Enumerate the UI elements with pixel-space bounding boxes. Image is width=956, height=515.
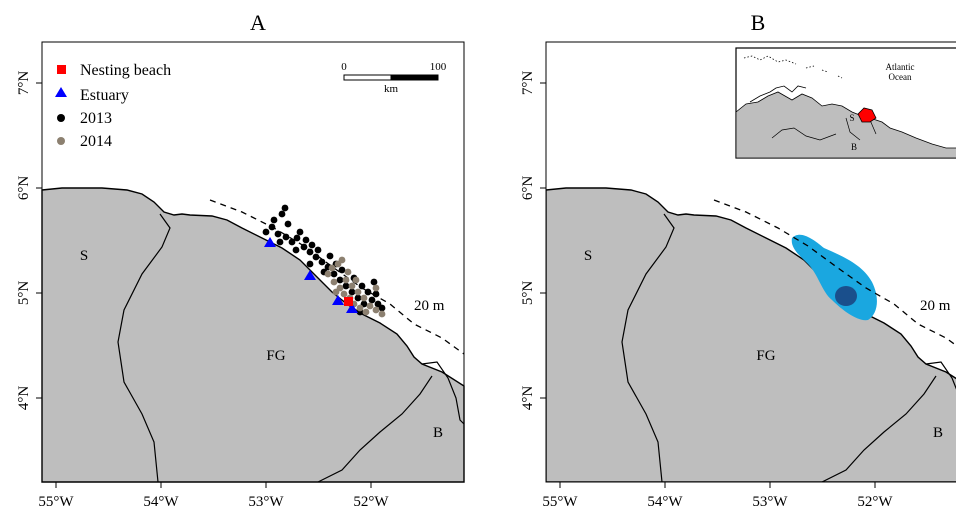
panel-a-label-20m: 20 m xyxy=(414,298,445,314)
panel-b-label-fg: FG xyxy=(756,348,775,364)
panel-a-xtick-52w: 52°W xyxy=(353,494,389,510)
legend-nesting-beach-marker xyxy=(57,65,66,74)
inset-label-b: B xyxy=(851,142,857,152)
inset-central-america xyxy=(749,85,807,103)
panel-b-inset-map: Atlantic Ocean S B xyxy=(735,47,956,159)
panel-a-points-2014 xyxy=(324,256,386,318)
panel-a: A xyxy=(16,10,465,510)
panel-a-legend: Nesting beach Estuary 2013 2014 xyxy=(55,62,171,150)
panel-a-label-s: S xyxy=(80,248,88,264)
panel-a-nesting-beach xyxy=(344,297,353,306)
panel-b-xtick-53w: 53°W xyxy=(752,494,788,510)
scalebar-min: 0 xyxy=(341,61,347,73)
panel-b-ytick-6n: 6°N xyxy=(520,176,536,200)
panel-a-label-fg: FG xyxy=(266,348,285,364)
panel-a-xtick-55w: 55°W xyxy=(38,494,74,510)
panel-b-land xyxy=(546,187,956,482)
panel-a-ytick-5n: 5°N xyxy=(16,281,32,305)
panel-b-coast-brazil xyxy=(925,361,956,390)
panel-b-ytick-7n: 7°N xyxy=(520,71,536,95)
panel-a-estuaries xyxy=(264,237,358,313)
panel-b-density-core xyxy=(835,286,857,306)
scalebar-white xyxy=(343,74,392,81)
panel-a-xtick-53w: 53°W xyxy=(248,494,284,510)
panel-a-title: A xyxy=(250,10,266,35)
panel-b-ytick-5n: 5°N xyxy=(520,281,536,305)
panel-a-xtick-54w: 54°W xyxy=(143,494,179,510)
scalebar-unit: km xyxy=(384,83,399,95)
inset-ocean-label-2: Ocean xyxy=(889,72,912,82)
panel-b-label-b: B xyxy=(933,425,943,441)
legend-2013-marker xyxy=(57,114,65,122)
panel-a-frame xyxy=(41,41,465,483)
panel-b-label-20m: 20 m xyxy=(920,298,951,314)
inset-french-guiana-highlight xyxy=(857,107,877,123)
panel-b-xtick-54w: 54°W xyxy=(647,494,683,510)
legend-2014-marker xyxy=(57,137,65,145)
panel-b-ytick-4n: 4°N xyxy=(520,386,536,410)
scalebar-black xyxy=(390,74,439,81)
panel-a-scalebar: 0 100 km xyxy=(341,61,447,95)
legend-nesting-beach-label: Nesting beach xyxy=(80,62,171,79)
panel-b-xtick-55w: 55°W xyxy=(542,494,578,510)
panel-a-ytick-4n: 4°N xyxy=(16,386,32,410)
panel-a-points-2013 xyxy=(262,204,386,316)
panel-b: B S FG B 20 m Atlantic xyxy=(520,10,956,510)
panel-a-ytick-7n: 7°N xyxy=(16,71,32,95)
panel-b-title: B xyxy=(751,10,766,35)
panel-b-isobath-20m xyxy=(713,199,956,347)
panel-a-border-brazil xyxy=(317,375,433,483)
inset-caribbean-islands xyxy=(743,55,843,79)
panel-a-ytick-6n: 6°N xyxy=(16,176,32,200)
legend-2014-label: 2014 xyxy=(80,133,112,150)
panel-b-frame xyxy=(545,41,956,483)
inset-borders xyxy=(771,117,877,141)
panel-a-border-suriname xyxy=(117,213,171,483)
panel-a-label-b: B xyxy=(433,425,443,441)
panel-a-land xyxy=(41,187,465,483)
scalebar-max: 100 xyxy=(430,61,447,73)
legend-estuary-label: Estuary xyxy=(80,87,129,104)
inset-south-america xyxy=(735,91,956,159)
panel-b-border-brazil xyxy=(821,375,937,482)
panel-b-border-suriname xyxy=(621,213,675,482)
inset-ocean-label-1: Atlantic xyxy=(886,62,915,72)
legend-2013-label: 2013 xyxy=(80,110,112,127)
legend-estuary-marker xyxy=(55,87,67,97)
inset-label-s: S xyxy=(849,113,854,123)
panel-b-label-s: S xyxy=(584,248,592,264)
panel-a-coast-brazil xyxy=(421,361,465,425)
panel-b-xtick-52w: 52°W xyxy=(857,494,893,510)
